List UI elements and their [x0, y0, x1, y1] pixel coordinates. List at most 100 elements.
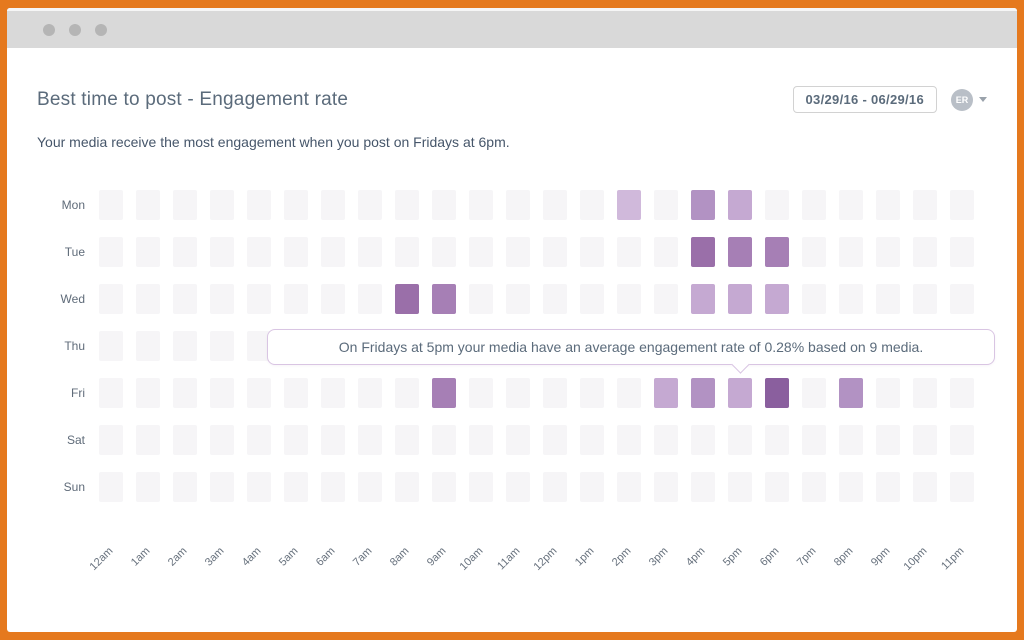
heatmap-cell[interactable] — [617, 237, 641, 267]
heatmap-cell[interactable] — [210, 190, 234, 220]
heatmap-cell[interactable] — [358, 378, 382, 408]
heatmap-cell[interactable] — [99, 472, 123, 502]
heatmap-cell[interactable] — [580, 425, 604, 455]
heatmap-cell[interactable] — [691, 425, 715, 455]
heatmap-cell[interactable] — [802, 425, 826, 455]
heatmap-cell[interactable] — [950, 472, 974, 502]
heatmap-cell[interactable] — [580, 284, 604, 314]
heatmap-cell[interactable] — [506, 425, 530, 455]
heatmap-cell[interactable] — [210, 284, 234, 314]
heatmap-cell[interactable] — [173, 331, 197, 361]
heatmap-cell[interactable] — [173, 190, 197, 220]
heatmap-cell[interactable] — [728, 284, 752, 314]
heatmap-cell[interactable] — [99, 190, 123, 220]
heatmap-cell[interactable] — [950, 378, 974, 408]
heatmap-cell[interactable] — [247, 190, 271, 220]
heatmap-cell[interactable] — [950, 284, 974, 314]
heatmap-cell[interactable] — [173, 284, 197, 314]
heatmap-cell[interactable] — [321, 425, 345, 455]
heatmap-cell[interactable] — [210, 472, 234, 502]
heatmap-cell[interactable] — [395, 425, 419, 455]
heatmap-cell[interactable] — [728, 472, 752, 502]
heatmap-cell[interactable] — [136, 378, 160, 408]
heatmap-cell[interactable] — [136, 331, 160, 361]
heatmap-cell[interactable] — [247, 425, 271, 455]
date-range-picker[interactable]: 03/29/16 - 06/29/16 — [792, 86, 937, 113]
heatmap-cell[interactable] — [580, 237, 604, 267]
heatmap-cell[interactable] — [543, 190, 567, 220]
heatmap-cell[interactable] — [395, 472, 419, 502]
heatmap-cell[interactable] — [210, 331, 234, 361]
heatmap-cell[interactable] — [839, 190, 863, 220]
heatmap-cell[interactable] — [617, 284, 641, 314]
heatmap-cell[interactable] — [506, 237, 530, 267]
heatmap-cell[interactable] — [432, 284, 456, 314]
heatmap-cell[interactable] — [469, 284, 493, 314]
heatmap-cell[interactable] — [691, 190, 715, 220]
heatmap-cell[interactable] — [506, 284, 530, 314]
heatmap-cell[interactable] — [802, 284, 826, 314]
avatar[interactable]: ER — [951, 88, 973, 111]
heatmap-cell[interactable] — [617, 425, 641, 455]
heatmap-cell[interactable] — [358, 284, 382, 314]
heatmap-cell[interactable] — [136, 190, 160, 220]
heatmap-cell[interactable] — [284, 378, 308, 408]
heatmap-cell[interactable] — [876, 237, 900, 267]
window-control-dot[interactable] — [69, 23, 81, 36]
heatmap-cell[interactable] — [284, 190, 308, 220]
heatmap-cell[interactable] — [802, 237, 826, 267]
heatmap-cell[interactable] — [543, 284, 567, 314]
heatmap-cell[interactable] — [543, 378, 567, 408]
window-control-dot[interactable] — [95, 23, 107, 36]
heatmap-cell[interactable] — [654, 284, 678, 314]
heatmap-cell[interactable] — [99, 331, 123, 361]
heatmap-cell[interactable] — [210, 378, 234, 408]
heatmap-cell[interactable] — [173, 378, 197, 408]
heatmap-cell[interactable] — [654, 472, 678, 502]
heatmap-cell[interactable] — [839, 378, 863, 408]
heatmap-cell[interactable] — [728, 190, 752, 220]
heatmap-cell[interactable] — [321, 472, 345, 502]
heatmap-cell[interactable] — [802, 378, 826, 408]
heatmap-cell[interactable] — [543, 472, 567, 502]
heatmap-cell[interactable] — [173, 472, 197, 502]
heatmap-cell[interactable] — [765, 472, 789, 502]
heatmap-cell[interactable] — [654, 378, 678, 408]
heatmap-cell[interactable] — [173, 425, 197, 455]
account-menu[interactable]: ER — [951, 88, 987, 111]
heatmap-cell[interactable] — [617, 378, 641, 408]
heatmap-cell[interactable] — [913, 378, 937, 408]
heatmap-cell[interactable] — [728, 425, 752, 455]
heatmap-cell[interactable] — [99, 284, 123, 314]
heatmap-cell[interactable] — [99, 378, 123, 408]
heatmap-cell[interactable] — [654, 190, 678, 220]
heatmap-cell[interactable] — [839, 472, 863, 502]
heatmap-cell[interactable] — [284, 472, 308, 502]
heatmap-cell[interactable] — [321, 378, 345, 408]
heatmap-cell[interactable] — [543, 425, 567, 455]
heatmap-cell[interactable] — [432, 425, 456, 455]
heatmap-cell[interactable] — [395, 237, 419, 267]
heatmap-cell[interactable] — [839, 237, 863, 267]
heatmap-cell[interactable] — [358, 237, 382, 267]
heatmap-cell[interactable] — [876, 378, 900, 408]
heatmap-cell[interactable] — [99, 425, 123, 455]
heatmap-cell[interactable] — [136, 425, 160, 455]
heatmap-cell[interactable] — [506, 378, 530, 408]
heatmap-cell[interactable] — [506, 472, 530, 502]
heatmap-cell[interactable] — [728, 237, 752, 267]
heatmap-cell[interactable] — [691, 472, 715, 502]
heatmap-cell[interactable] — [728, 378, 752, 408]
heatmap-cell[interactable] — [913, 190, 937, 220]
heatmap-cell[interactable] — [580, 378, 604, 408]
heatmap-cell[interactable] — [876, 190, 900, 220]
heatmap-cell[interactable] — [469, 378, 493, 408]
heatmap-cell[interactable] — [913, 472, 937, 502]
heatmap-cell[interactable] — [765, 190, 789, 220]
heatmap-cell[interactable] — [432, 378, 456, 408]
heatmap-cell[interactable] — [765, 425, 789, 455]
heatmap-cell[interactable] — [654, 425, 678, 455]
heatmap-cell[interactable] — [284, 237, 308, 267]
heatmap-cell[interactable] — [654, 237, 678, 267]
heatmap-cell[interactable] — [765, 237, 789, 267]
